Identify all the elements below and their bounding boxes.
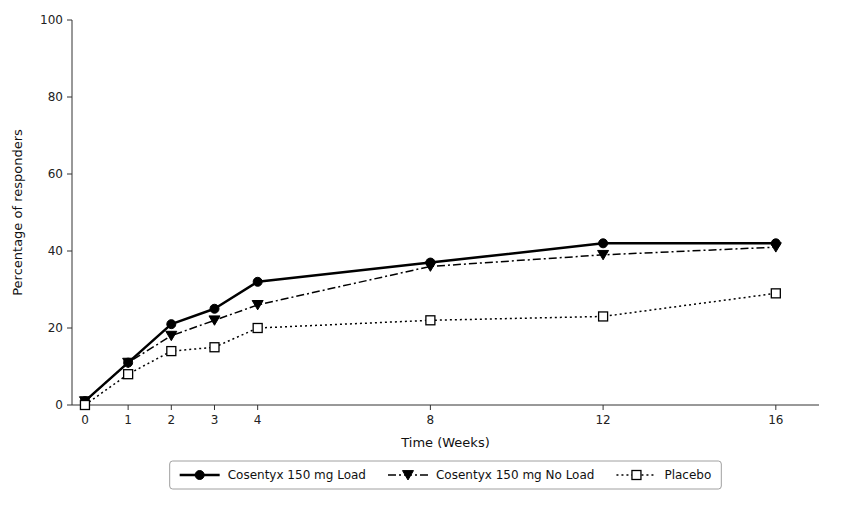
legend-item: Placebo: [616, 468, 711, 482]
point: [252, 301, 263, 310]
x-tick: [603, 405, 604, 410]
legend-label: Placebo: [664, 468, 711, 482]
legend-marker: [632, 471, 641, 480]
y-axis-label: Percentage of responders: [10, 129, 25, 296]
y-tick-label: 0: [55, 398, 63, 412]
y-tick: [67, 97, 72, 98]
y-tick-label: 40: [48, 244, 63, 258]
y-tick: [67, 174, 72, 175]
legend-item: Cosentyx 150 mg Load: [180, 468, 366, 482]
point: [426, 316, 435, 325]
point: [598, 250, 609, 259]
series-line: [85, 293, 776, 405]
x-tick-label: 12: [595, 413, 610, 427]
axes: 0123481216020406080100: [40, 13, 819, 427]
x-tick: [128, 405, 129, 410]
x-tick-label: 8: [427, 413, 435, 427]
point: [599, 312, 608, 321]
y-tick: [67, 251, 72, 252]
legend: Cosentyx 150 mg Load Cosentyx 150 mg No L…: [170, 461, 722, 489]
point: [167, 347, 176, 356]
x-tick-label: 4: [254, 413, 262, 427]
y-tick: [67, 328, 72, 329]
point: [210, 304, 219, 313]
y-tick: [67, 20, 72, 21]
legend-label: Cosentyx 150 mg Load: [228, 468, 366, 482]
point: [253, 324, 262, 333]
legend-marker: [195, 471, 204, 480]
point: [209, 316, 220, 325]
x-tick: [214, 405, 215, 410]
x-tick-label: 3: [211, 413, 219, 427]
point: [123, 358, 134, 367]
x-tick: [430, 405, 431, 410]
x-axis-line: [72, 405, 819, 406]
series-line: [85, 243, 776, 401]
x-axis-label: Time (Weeks): [400, 435, 489, 450]
x-tick: [257, 405, 258, 410]
y-tick: [67, 405, 72, 406]
legend-item: Cosentyx 150 mg No Load: [388, 468, 594, 482]
legend-marker: [402, 471, 413, 480]
x-tick-label: 2: [167, 413, 175, 427]
chart: 0123481216020406080100Time (Weeks)Percen…: [0, 0, 841, 517]
point: [210, 343, 219, 352]
point: [599, 239, 608, 248]
y-tick-label: 100: [40, 13, 63, 27]
plot-data: [79, 239, 781, 410]
x-tick-label: 16: [768, 413, 783, 427]
x-tick: [171, 405, 172, 410]
legend-label: Cosentyx 150 mg No Load: [436, 468, 594, 482]
series: [80, 289, 780, 410]
y-axis-line: [72, 20, 73, 405]
point: [771, 289, 780, 298]
y-tick-label: 80: [48, 90, 63, 104]
point: [770, 243, 781, 252]
legend-frame: [170, 461, 722, 489]
x-tick: [775, 405, 776, 410]
x-tick-label: 1: [124, 413, 132, 427]
series: [79, 243, 781, 406]
series: [80, 239, 780, 406]
series-line: [85, 247, 776, 401]
point: [253, 277, 262, 286]
point: [124, 370, 133, 379]
point: [425, 262, 436, 271]
y-tick-label: 60: [48, 167, 63, 181]
point: [80, 401, 89, 410]
point: [166, 331, 177, 340]
x-tick-label: 0: [81, 413, 89, 427]
point: [167, 320, 176, 329]
y-tick-label: 20: [48, 321, 63, 335]
